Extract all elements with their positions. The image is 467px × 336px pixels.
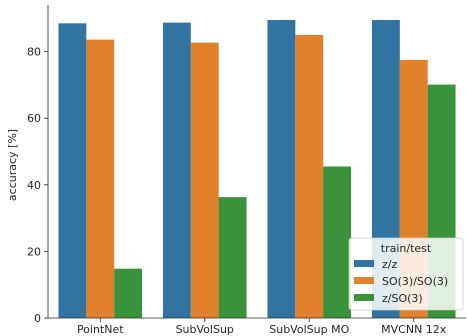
legend-swatch: [354, 277, 374, 284]
legend-swatch: [354, 260, 374, 267]
bar-subvolsup-1: [190, 42, 219, 318]
bar-subvolsup-mo-0: [267, 19, 296, 318]
legend-entry-label: z/SO(3): [382, 292, 423, 305]
legend-entry-label: z/z: [382, 258, 397, 271]
y-tick-label: 0: [34, 312, 41, 325]
bar-subvolsup-2: [218, 197, 247, 318]
x-tick-label: SubVolSup: [176, 323, 234, 336]
bar-subvolsup-0: [162, 22, 191, 319]
legend-entry-label: SO(3)/SO(3): [382, 275, 448, 288]
y-ticks-group: 0 20 40 60 80: [27, 46, 48, 325]
legend-swatch: [354, 294, 374, 301]
x-tick-label: MVCNN 12x: [381, 323, 447, 336]
y-tick-label: 20: [27, 245, 41, 258]
legend: train/test z/z SO(3)/SO(3) z/SO(3): [348, 237, 464, 311]
bar-subvolsup-mo-2: [323, 166, 352, 318]
x-tick-label: SubVolSup MO: [269, 323, 349, 336]
y-tick-label: 80: [27, 46, 41, 59]
y-tick-label: 60: [27, 112, 41, 125]
bar-pointnet-0: [58, 23, 87, 319]
legend-title: train/test: [381, 242, 432, 255]
legend-box: [348, 237, 464, 311]
bar-pointnet-2: [114, 268, 143, 318]
bar-pointnet-1: [86, 39, 115, 318]
bar-subvolsup-mo-1: [295, 34, 324, 318]
axes-group: [47, 5, 466, 319]
y-axis-label: accuracy [%]: [6, 129, 19, 201]
x-ticks-group: PointNet SubVolSup SubVolSup MO MVCNN 12x: [77, 318, 447, 336]
y-tick-label: 40: [27, 179, 41, 192]
x-tick-label: PointNet: [77, 323, 124, 336]
